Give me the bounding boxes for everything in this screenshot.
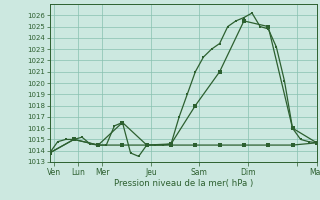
X-axis label: Pression niveau de la mer( hPa ): Pression niveau de la mer( hPa ) [114,179,253,188]
